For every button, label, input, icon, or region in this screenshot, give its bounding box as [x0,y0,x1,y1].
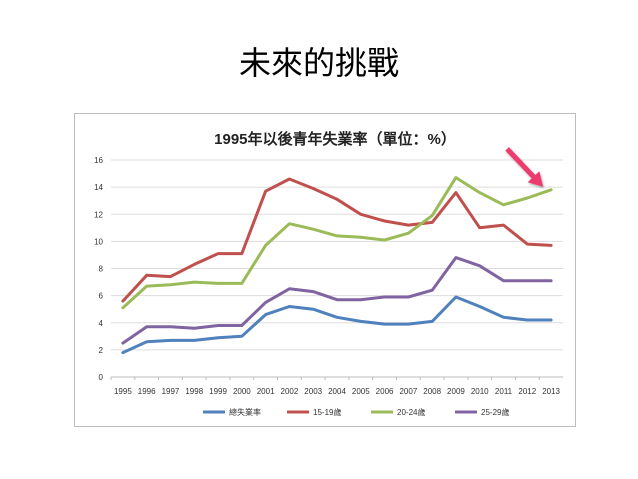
x-tick-label: 2005 [352,387,370,396]
x-axis-ticks: 1995 1996 1997 1998 1999 2000 2001 2002 2003 2004… [110,377,561,396]
legend-label: 總失業率 [229,407,261,417]
series-line [121,176,553,310]
legend: 總失業率 15-19歲 20-24歲 25-29歲 [203,407,509,417]
y-axis-ticks: 0 2 4 6 8 10 12 14 16 [94,156,103,382]
x-tick-label: 2008 [423,387,441,396]
series-lines [121,176,553,355]
chart-title: 1995年以後青年失業率（單位：%） [214,130,456,148]
x-tick-label: 2001 [257,387,275,396]
series-line [121,177,553,303]
series-line [121,295,553,355]
y-tick-label: 6 [99,292,104,301]
y-tick-label: 4 [99,319,104,328]
x-tick-label: 2000 [233,387,251,396]
x-tick-label: 1998 [185,387,203,396]
y-tick-label: 0 [99,373,104,382]
y-tick-label: 8 [99,265,104,274]
y-tick-label: 14 [94,183,103,192]
y-tick-label: 10 [94,237,103,246]
x-tick-label: 2007 [399,387,417,396]
x-tick-label: 1995 [114,387,132,396]
legend-label: 25-29歲 [481,407,509,417]
x-tick-label: 2011 [495,387,513,396]
x-tick-label: 2009 [447,387,465,396]
y-tick-label: 16 [94,156,103,165]
legend-label: 15-19歲 [313,407,341,417]
x-tick-label: 2010 [471,387,489,396]
gridlines [111,159,563,378]
x-tick-label: 2002 [281,387,299,396]
legend-label: 20-24歲 [397,407,425,417]
annotation [505,147,544,187]
slide-title: 未來的挑戰 [238,44,399,82]
x-tick-label: 2006 [376,387,394,396]
x-tick-label: 1997 [162,387,180,396]
y-tick-label: 12 [94,210,103,219]
x-tick-label: 2012 [518,387,536,396]
series-line [121,256,553,345]
chart-frame: 1995年以後青年失業率（單位：%） 0 2 4 6 8 10 12 14 16 1995 199… [74,113,576,427]
y-tick-label: 2 [99,346,104,355]
x-tick-label: 2004 [328,387,346,396]
annotation-arrow [505,147,544,187]
x-tick-label: 2013 [542,387,560,396]
x-tick-label: 1999 [209,387,227,396]
x-tick-label: 2003 [304,387,322,396]
x-tick-label: 1996 [138,387,156,396]
